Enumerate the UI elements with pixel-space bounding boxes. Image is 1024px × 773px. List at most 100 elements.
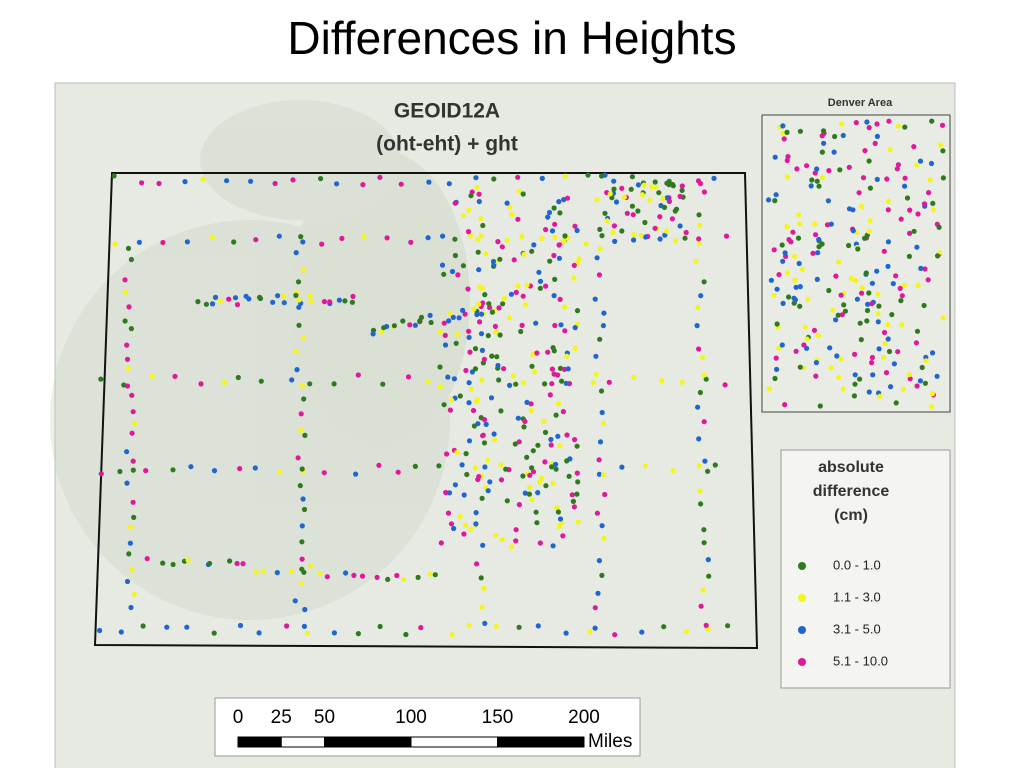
survey-point (551, 205, 557, 211)
survey-point (234, 302, 241, 308)
survey-point (485, 457, 491, 463)
survey-point (482, 620, 488, 627)
survey-point (826, 287, 832, 294)
survey-point (468, 526, 474, 533)
survey-point (611, 186, 617, 192)
survey-point (122, 289, 128, 295)
map-title: (oht-eht) + ght (376, 133, 518, 156)
survey-point (209, 234, 216, 240)
survey-point (394, 572, 400, 579)
survey-point (418, 314, 425, 320)
survey-point (552, 221, 558, 227)
survey-point (530, 469, 537, 475)
survey-point (543, 227, 549, 233)
survey-point (780, 130, 786, 136)
survey-point (507, 382, 513, 388)
survey-point (257, 294, 263, 300)
survey-point (804, 345, 810, 351)
survey-point (922, 266, 928, 272)
survey-point (797, 221, 803, 227)
survey-point (852, 372, 858, 378)
survey-point (613, 199, 620, 205)
survey-point (221, 380, 227, 386)
survey-point (595, 590, 601, 596)
survey-point (856, 190, 862, 196)
survey-point (494, 354, 500, 360)
survey-point (799, 266, 806, 272)
survey-point (554, 505, 560, 511)
survey-point (549, 381, 555, 387)
survey-point (797, 284, 803, 290)
survey-point (679, 187, 685, 193)
survey-point (875, 311, 881, 317)
survey-point (881, 248, 887, 254)
survey-point (631, 237, 637, 243)
survey-point (319, 241, 325, 247)
survey-point (128, 524, 134, 530)
survey-point (446, 318, 452, 324)
survey-point (917, 158, 924, 164)
scale-tick-label: 0 (233, 707, 244, 728)
survey-point (766, 386, 772, 392)
survey-point (170, 467, 176, 473)
survey-point (774, 286, 780, 292)
survey-point (846, 164, 852, 170)
survey-point (482, 292, 488, 298)
survey-point (711, 175, 717, 181)
survey-point (887, 146, 893, 152)
survey-point (460, 213, 466, 219)
survey-point (360, 182, 366, 188)
survey-point (465, 286, 471, 292)
survey-point (875, 319, 881, 325)
survey-point (701, 540, 707, 546)
survey-point (377, 623, 383, 630)
survey-point (258, 378, 264, 384)
survey-point (653, 184, 659, 190)
survey-point (940, 148, 946, 154)
survey-point (139, 180, 145, 186)
survey-point (866, 389, 872, 395)
survey-point (805, 296, 811, 303)
survey-point (461, 492, 467, 498)
survey-point (441, 402, 447, 408)
survey-point (858, 337, 864, 343)
survey-point (855, 246, 861, 252)
survey-point (571, 504, 578, 510)
survey-point (403, 631, 409, 638)
survey-point (143, 468, 149, 474)
survey-point (111, 173, 117, 179)
survey-point (902, 175, 908, 181)
survey-point (558, 322, 564, 328)
survey-point (611, 178, 617, 184)
survey-point (819, 241, 825, 247)
survey-point (506, 315, 512, 321)
survey-point (551, 293, 557, 299)
survey-point (527, 484, 533, 490)
survey-point (308, 298, 314, 305)
survey-point (489, 309, 495, 315)
survey-point (695, 305, 701, 311)
survey-point (857, 376, 863, 382)
survey-point (874, 133, 881, 139)
survey-point (797, 364, 803, 370)
survey-point (772, 375, 778, 382)
survey-point (872, 140, 878, 146)
survey-point (792, 277, 798, 283)
survey-point (128, 326, 134, 332)
legend-label: 3.1 - 5.0 (833, 621, 881, 636)
survey-point (122, 318, 128, 324)
survey-point (529, 363, 535, 369)
survey-point (869, 360, 875, 366)
survey-point (594, 510, 601, 516)
survey-point (542, 429, 549, 435)
survey-point (926, 190, 932, 196)
survey-point (499, 244, 505, 250)
survey-point (555, 401, 562, 407)
survey-point (480, 542, 486, 548)
survey-point (457, 514, 463, 520)
survey-point (122, 277, 128, 283)
survey-point (539, 475, 545, 481)
survey-point (647, 197, 653, 203)
survey-point (569, 492, 575, 498)
survey-point (515, 216, 521, 222)
